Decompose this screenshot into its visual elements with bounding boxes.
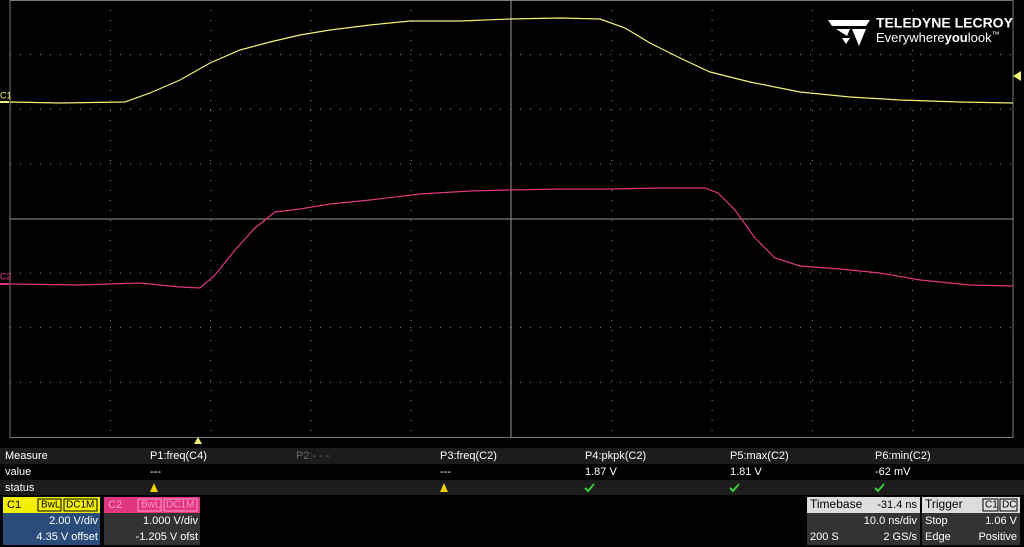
c1-coupling-box (63, 498, 98, 512)
logo-brand: TELEDYNE LECROY (876, 15, 1014, 31)
c2-trace (9, 187, 1014, 289)
measure-param: P1:freq(C4) (150, 450, 207, 462)
status-ok (874, 483, 885, 493)
timebase-samples: 200 S (810, 531, 839, 543)
timebase-delay: -31.4 ns (877, 499, 917, 511)
c1-body (3, 513, 100, 545)
c2-bwl: BwL (141, 500, 161, 511)
measure-param: P5:max(C2) (730, 450, 789, 462)
timebase-header (807, 497, 920, 513)
status-label: status (5, 482, 35, 494)
measure-value: 1.81 V (730, 466, 762, 478)
c1-scale: 2.00 V/div (49, 515, 98, 527)
trigger-body (922, 513, 1020, 545)
status-ok (729, 483, 740, 493)
measure-value: -62 mV (875, 466, 911, 478)
c2-bwl-box (137, 498, 162, 512)
value-label: value (5, 466, 31, 478)
timebase-body (807, 513, 920, 545)
trigger-label: Trigger (925, 497, 963, 511)
c2-label: C2 (108, 499, 122, 511)
c2-marker-label: C2 (0, 271, 12, 281)
c2-marker: C2 (0, 271, 12, 285)
c2-header (104, 497, 200, 513)
measure-status-row (0, 480, 1024, 495)
c1-trace (9, 17, 1014, 104)
tagline-part: look (968, 30, 992, 45)
timebase-rate: 2 GS/s (883, 531, 917, 543)
trigger-source-box (982, 498, 999, 512)
logo: TELEDYNE LECROY Everywhereyoulook™ (828, 15, 1014, 46)
timebase-scale: 10.0 ns/div (864, 515, 918, 527)
measure-param: P2:- - - (296, 450, 330, 462)
c1-bwl-box (37, 498, 62, 512)
tagline-part: you (945, 30, 968, 45)
trigger-header (922, 497, 1020, 513)
measure-param: P3:freq(C2) (440, 450, 497, 462)
tagline-mark: ™ (992, 30, 1000, 39)
c2-scale: 1.000 V/div (143, 515, 199, 527)
measure-label: Measure (5, 450, 48, 462)
trigger-source: C1 (985, 500, 998, 511)
c1-marker: C1 (0, 90, 12, 103)
trigger-descriptor[interactable]: Trigger C1 DC Stop 1.06 V Edge Positive (922, 497, 1020, 545)
trigger-coupling-box (999, 498, 1018, 512)
c1-coupling: DC1M (66, 500, 94, 511)
trigger-coupling: DC (1002, 500, 1016, 511)
status-warning (440, 483, 448, 492)
logo-icon (828, 20, 870, 46)
c1-header (3, 497, 100, 513)
measure-value-row (0, 464, 1024, 480)
c1-label: C1 (7, 499, 21, 511)
timebase-label: Timebase (810, 497, 863, 511)
measure-value: --- (440, 466, 451, 478)
measure-value: --- (150, 466, 161, 478)
c2-coupling-box (163, 498, 198, 512)
status-ok (584, 483, 595, 493)
measure-value: 1.87 V (585, 466, 617, 478)
measure-table: Measure P1:freq(C4) P2:- - - P3:freq(C2)… (0, 448, 1024, 495)
measure-param: P6:min(C2) (875, 450, 931, 462)
trigger-level: 1.06 V (985, 515, 1017, 527)
c2-offset: -1.205 V ofst (136, 531, 198, 543)
measure-header-row (0, 448, 1024, 464)
c1-bwl: BwL (41, 500, 61, 511)
c1-marker-label: C1 (0, 90, 12, 100)
c2-body (104, 513, 200, 545)
tagline-part: Everywhere (876, 30, 945, 45)
c1-offset: 4.35 V offset (36, 531, 98, 543)
measure-param: P4:pkpk(C2) (585, 450, 646, 462)
c2-coupling: DC1M (166, 500, 194, 511)
status-warning (150, 483, 158, 492)
trigger-type: Edge (925, 531, 951, 543)
trigger-level-marker (1013, 71, 1021, 81)
trigger-slope: Positive (978, 531, 1017, 543)
trigger-position-marker (194, 437, 202, 444)
c2-descriptor[interactable]: C2 BwL DC1M 1.000 V/div -1.205 V ofst (104, 497, 200, 545)
logo-tagline: Everywhereyoulook™ (876, 30, 1000, 45)
c1-descriptor[interactable]: C1 BwL DC1M 2.00 V/div 4.35 V offset (3, 497, 100, 545)
timebase-descriptor[interactable]: Timebase -31.4 ns 10.0 ns/div 200 S 2 GS… (807, 497, 920, 545)
trigger-mode: Stop (925, 515, 948, 527)
graticule (9, 0, 1014, 438)
